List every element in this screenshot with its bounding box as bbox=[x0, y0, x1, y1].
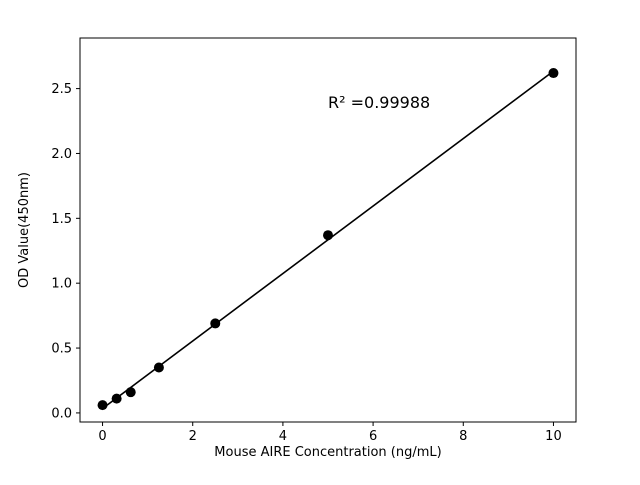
x-axis-label: Mouse AIRE Concentration (ng/mL) bbox=[214, 445, 441, 460]
plot-border bbox=[79, 37, 577, 423]
data-point bbox=[323, 230, 333, 241]
y-tick-label: 1.5 bbox=[51, 212, 72, 227]
data-point bbox=[153, 362, 164, 373]
x-tick-label: 0 bbox=[98, 429, 106, 444]
y-tick-label: 0.0 bbox=[51, 406, 72, 421]
y-tick-label: 0.5 bbox=[51, 342, 72, 357]
y-tick-label: 2.0 bbox=[51, 147, 72, 162]
data-point bbox=[97, 400, 108, 411]
y-tick-label: 1.0 bbox=[51, 277, 72, 292]
x-tick-label: 6 bbox=[369, 429, 377, 444]
y-axis-label: OD Value(450nm) bbox=[17, 172, 32, 288]
data-point bbox=[125, 387, 136, 398]
y-tick-label: 2.5 bbox=[51, 82, 72, 97]
x-tick-label: 4 bbox=[279, 429, 287, 444]
x-tick-label: 8 bbox=[459, 429, 467, 444]
data-point bbox=[548, 68, 559, 79]
data-point bbox=[210, 318, 221, 329]
r-squared-annotation: R² =0.99988 bbox=[328, 93, 430, 112]
data-point bbox=[111, 393, 122, 404]
x-tick-label: 10 bbox=[545, 429, 562, 444]
x-tick-label: 2 bbox=[189, 429, 197, 444]
